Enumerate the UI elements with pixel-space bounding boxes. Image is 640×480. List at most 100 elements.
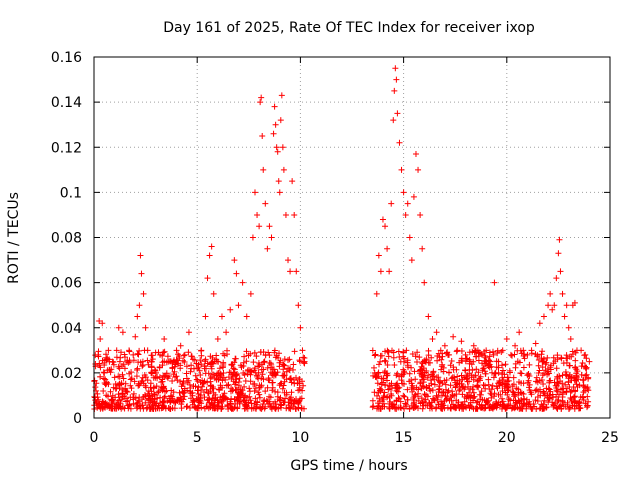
data-point [268, 234, 275, 241]
x-axis-label: GPS time / hours [290, 458, 407, 474]
data-point [115, 324, 122, 331]
data-point [270, 130, 277, 137]
y-tick-label: 0.04 [51, 321, 82, 337]
data-point [578, 347, 585, 354]
data-point [239, 279, 246, 286]
data-point [202, 313, 209, 320]
data-point [556, 236, 563, 243]
data-point [235, 302, 242, 309]
data-point [231, 257, 238, 264]
data-point [247, 290, 254, 297]
data-point [132, 333, 139, 340]
data-point [259, 132, 266, 139]
data-point [419, 245, 426, 252]
data-point [406, 234, 413, 241]
data-point [140, 290, 147, 297]
data-point [545, 302, 552, 309]
data-point [130, 351, 137, 358]
data-point [254, 211, 261, 218]
data-point [404, 200, 411, 207]
data-point [181, 351, 188, 358]
data-point [571, 299, 578, 306]
data-point [536, 320, 543, 327]
data-point [262, 200, 269, 207]
data-point [520, 347, 527, 354]
data-point [276, 189, 283, 196]
data-point [371, 369, 378, 376]
data-point [551, 302, 558, 309]
data-point [499, 347, 506, 354]
data-point [512, 342, 519, 349]
data-point [289, 178, 296, 185]
data-point [386, 268, 393, 275]
x-tick-label: 15 [395, 430, 413, 446]
data-point [375, 252, 382, 259]
data-point [148, 358, 155, 365]
data-point [282, 211, 289, 218]
data-point [291, 211, 298, 218]
data-point [466, 358, 473, 365]
data-point [194, 365, 201, 372]
data-point [555, 250, 562, 257]
x-tick-label: 0 [90, 430, 99, 446]
data-point [272, 121, 279, 128]
data-point [483, 347, 490, 354]
data-point [275, 178, 282, 185]
data-point [412, 151, 419, 158]
data-point [441, 342, 448, 349]
data-point [142, 324, 149, 331]
data-point [113, 347, 120, 354]
data-point [301, 358, 308, 365]
data-point [204, 275, 211, 282]
data-point [377, 268, 384, 275]
data-point [547, 290, 554, 297]
data-point [109, 358, 116, 365]
data-point [586, 358, 593, 365]
data-point [251, 189, 258, 196]
data-point [402, 211, 409, 218]
data-point [470, 342, 477, 349]
data-point [271, 103, 278, 110]
data-point [173, 347, 180, 354]
x-tick-label: 25 [601, 430, 619, 446]
data-point [136, 302, 143, 309]
x-tick-label: 20 [498, 430, 516, 446]
data-point [553, 275, 560, 282]
data-point [121, 365, 128, 372]
data-point [462, 351, 469, 358]
data-point [297, 324, 304, 331]
data-point [567, 336, 574, 343]
data-point [503, 336, 510, 343]
data-point [421, 279, 428, 286]
data-point [249, 234, 256, 241]
data-point [152, 369, 159, 376]
data-point [491, 279, 498, 286]
data-point [391, 87, 398, 94]
data-point [277, 117, 284, 124]
data-point [190, 356, 197, 363]
y-axis-label: ROTI / TECUs [6, 192, 22, 284]
data-point [105, 381, 112, 388]
data-point [394, 110, 401, 117]
data-point [507, 351, 514, 358]
data-point [549, 306, 556, 313]
data-point [400, 189, 407, 196]
data-point [396, 139, 403, 146]
y-tick-label: 0.1 [60, 185, 82, 201]
data-point [437, 347, 444, 354]
data-point [243, 313, 250, 320]
data-point [278, 92, 285, 99]
data-point [214, 336, 221, 343]
chart-title: Day 161 of 2025, Rate Of TEC Index for r… [163, 20, 535, 36]
data-point [450, 333, 457, 340]
data-point [279, 144, 286, 151]
x-tick-label: 10 [291, 430, 309, 446]
data-point [384, 245, 391, 252]
x-tick-label: 5 [193, 430, 202, 446]
data-point [417, 211, 424, 218]
data-point [177, 342, 184, 349]
data-point [137, 252, 144, 259]
data-point [206, 252, 213, 259]
data-point [161, 336, 168, 343]
